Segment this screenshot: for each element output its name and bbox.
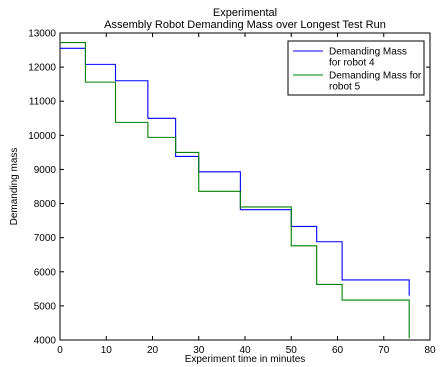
y-tick-label: 13000 — [28, 29, 56, 40]
x-tick-label: 20 — [147, 345, 159, 356]
series-line-2 — [60, 42, 410, 339]
x-tick-label: 40 — [239, 345, 251, 356]
x-tick-label: 50 — [286, 345, 298, 356]
legend-label-1: for robot 4 — [329, 58, 375, 69]
legend-label-2: robot 5 — [329, 82, 361, 93]
y-tick-label: 12000 — [28, 63, 56, 74]
legend-label-1: Demanding Mass — [329, 47, 407, 58]
y-tick-label: 9000 — [34, 165, 57, 176]
x-tick-label: 30 — [193, 345, 205, 356]
y-tick-label: 8000 — [34, 199, 57, 210]
y-tick-label: 11000 — [29, 97, 57, 108]
chart-subtitle: Assembly Robot Demanding Mass over Longe… — [104, 19, 386, 31]
y-tick-label: 6000 — [34, 267, 57, 278]
x-tick-label: 60 — [332, 345, 344, 356]
y-tick-label: 5000 — [34, 301, 57, 312]
x-tick-label: 10 — [101, 345, 113, 356]
legend-box — [287, 40, 425, 96]
y-tick-label: 4000 — [34, 336, 57, 347]
x-tick-label: 0 — [57, 345, 63, 356]
x-tick-label: 80 — [424, 345, 436, 356]
x-axis-label: Experiment time in minutes — [185, 354, 306, 365]
y-axis-label: Demanding mass — [9, 148, 20, 226]
x-tick-label: 70 — [378, 345, 390, 356]
y-tick-label: 10000 — [28, 131, 56, 142]
legend-label-2: Demanding Mass for — [329, 71, 422, 82]
chart-title: Experimental — [213, 7, 277, 19]
y-tick-label: 7000 — [34, 233, 57, 244]
